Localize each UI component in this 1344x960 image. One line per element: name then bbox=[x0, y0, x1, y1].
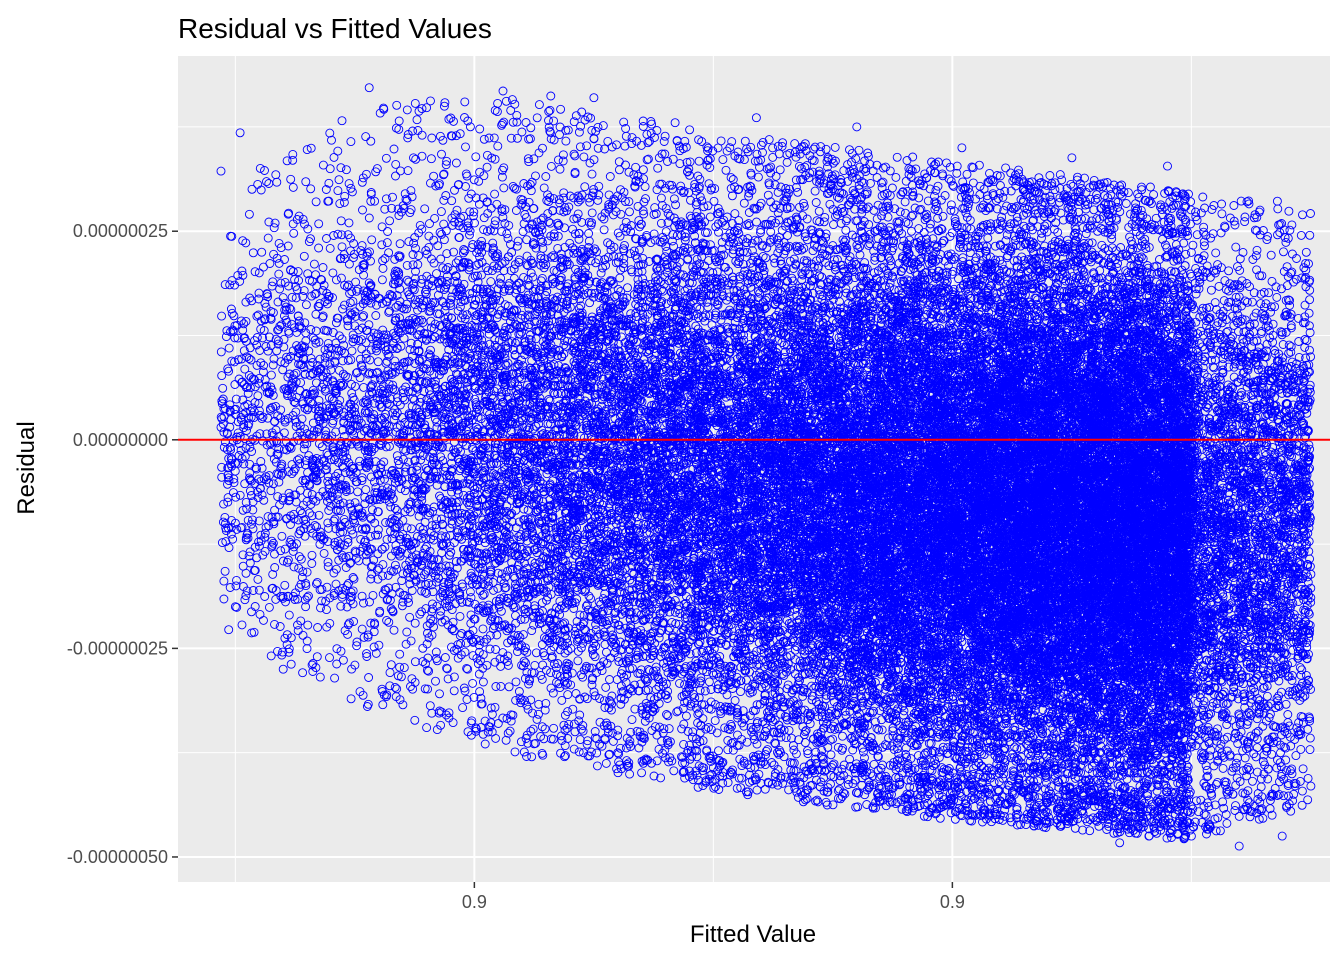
data-point bbox=[515, 693, 525, 703]
data-point bbox=[589, 184, 599, 194]
data-point bbox=[793, 246, 803, 256]
data-points bbox=[216, 83, 1316, 851]
data-point bbox=[790, 777, 800, 787]
data-point bbox=[588, 246, 598, 256]
data-point bbox=[1286, 347, 1296, 357]
data-point bbox=[308, 358, 318, 367]
data-point bbox=[462, 663, 472, 673]
data-point bbox=[779, 340, 789, 350]
chart-title: Residual vs Fitted Values bbox=[178, 13, 492, 44]
data-point bbox=[954, 274, 963, 284]
data-point bbox=[946, 205, 956, 215]
data-point bbox=[915, 205, 925, 215]
